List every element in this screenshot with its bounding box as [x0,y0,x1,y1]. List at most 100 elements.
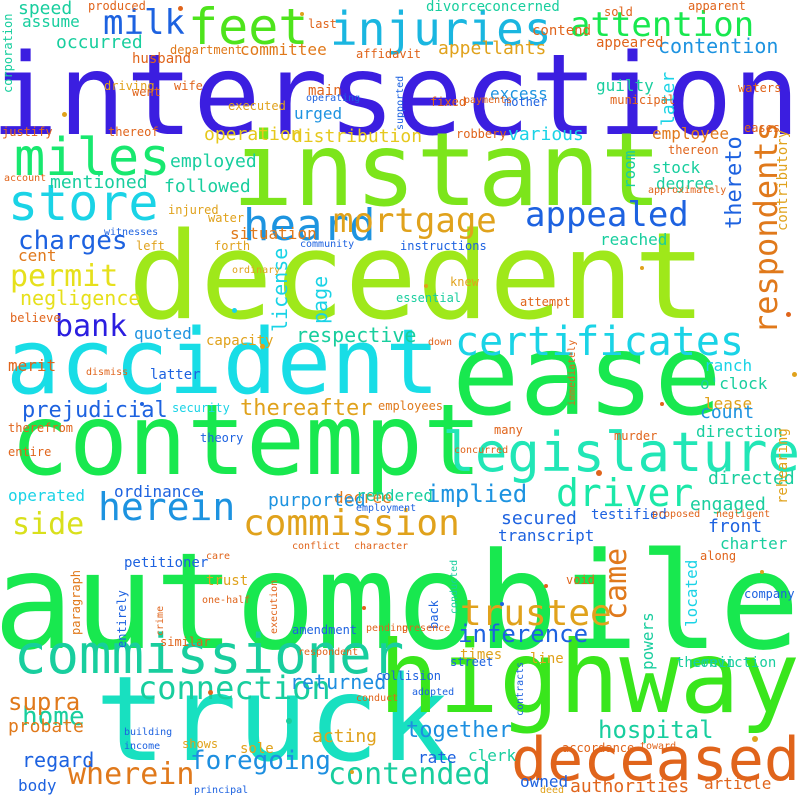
word-wherein: wherein [68,757,195,792]
word-merit: merit [8,356,57,375]
cloud-dot [140,402,144,406]
word-community: community [300,239,355,250]
word-executed: executed [228,99,286,113]
word-many: many [494,423,523,437]
word-respective: respective [296,323,417,347]
word-principal: principal [194,785,249,796]
word-side: side [12,507,85,542]
word-employees: employees [378,399,444,413]
word-thereof: thereof [108,125,159,139]
word-foregoing: foregoing [190,746,331,776]
word-permit: permit [10,259,119,294]
word-urged: urged [294,104,343,123]
word-front: front [708,516,763,537]
word-direction: direction [696,422,783,441]
word-witnesses: witnesses [104,227,159,238]
word-reached: reached [600,230,668,249]
word-powers: powers [638,612,657,670]
word-guilty: guilty [596,76,654,95]
word-stock: stock [652,158,701,177]
word-fixed: fixed [430,95,467,109]
word-commission: commission [243,503,460,544]
word-testified: testified [591,507,667,523]
word-attempt: attempt [520,295,571,309]
word-income: income [124,741,161,752]
word-together: together [406,718,512,743]
word-supported: supported [395,75,406,130]
word-collision: collision [376,669,442,683]
word-employed: employed [170,151,257,172]
word-commissioner: commissioner [14,623,405,686]
word-hospital: hospital [598,716,714,744]
word-capacity: capacity [206,333,274,349]
cloud-dot [362,606,366,610]
word-mortgage: mortgage [333,201,497,241]
word-contempt: contempt [10,384,483,498]
word-latter: latter [150,367,201,383]
word-accident: accident [6,310,440,415]
word-company: company [744,587,795,601]
word-feet: feet [188,0,309,56]
word-lease: lease [704,394,753,413]
word-automobile: automobile [0,524,800,680]
word-rehearing: rehearing [775,428,791,504]
word-speed: speed [18,0,73,19]
word-respondent: respondent [298,647,359,658]
word-occurred: occurred [56,32,143,53]
word-owned: owned [520,772,569,791]
word-account: account [4,173,47,184]
cloud-dot [752,736,758,742]
word-conducted: conducted [449,559,460,614]
word-amendment: amendment [292,623,358,637]
cloud-dot [350,770,354,774]
word-appealed: appealed [525,195,689,235]
word-immediately: immediately [567,339,578,406]
word-home: home [22,702,85,732]
word-contended: contended [328,757,491,792]
word-dismiss: dismiss [86,367,129,378]
word-justify: justify [2,125,53,139]
word-negligent: negligent [716,509,771,520]
cloud-dot [232,308,237,313]
word-ease: ease [452,311,722,441]
word-shows: shows [182,737,219,751]
word-probate: probate [8,716,84,737]
word-charges: charges [18,226,128,256]
word-article: article [704,774,772,793]
word-assume: assume [22,12,80,31]
word-injured: injured [168,203,219,217]
word-inference: inference [458,620,589,648]
word-connection: connection [138,669,331,707]
word-apparent: apparent [688,0,746,13]
word-ordinance: ordinance [114,482,201,501]
word-times: times [460,647,503,663]
word-herein: herein [98,485,236,529]
word-ordinary: ordinary [232,265,281,276]
word-rate: rate [418,748,457,767]
word-charter: charter [720,534,788,553]
word-essential: essential [396,291,462,305]
cloud-dot [640,266,644,270]
word-concerned: concerned [484,0,560,15]
word-operating: operating [306,93,361,104]
word-ranch: ranch [704,356,753,375]
word-deed: deed [540,785,565,796]
word-forth: forth [214,239,251,253]
word-affidavit: affidavit [356,47,422,61]
cloud-dot [500,602,504,606]
word-one-half: one-half [202,595,251,606]
word-clerk: clerk [468,746,517,765]
word-room: room [620,150,639,189]
word-mentioned: mentioned [50,172,148,193]
word-payments: payments [464,95,513,106]
word-employment: employment [356,503,417,514]
word-various: various [508,124,584,145]
word-wife: wife [174,79,203,93]
word-located: located [682,559,701,627]
word-legislature: legislature [442,421,800,484]
word-water: water [208,211,245,225]
word-implied: implied [426,480,528,508]
word-truck: truck [95,650,451,788]
word-operation: operation [204,124,302,145]
